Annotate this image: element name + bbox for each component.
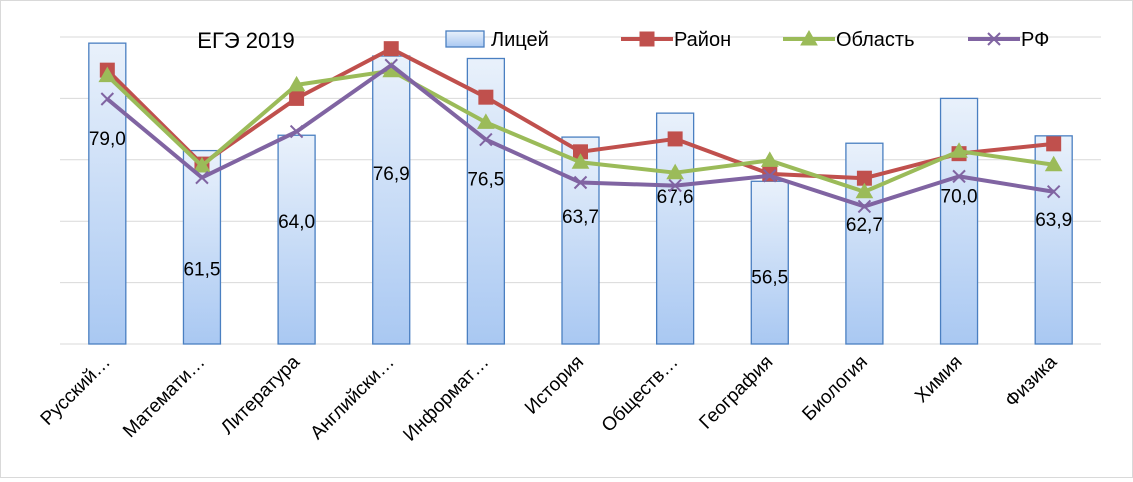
x-tick-label-8: Биология bbox=[798, 352, 871, 425]
series-2-point-0 bbox=[100, 92, 115, 106]
legend-item-0: Лицей bbox=[445, 29, 549, 51]
series-1-point-10 bbox=[1044, 155, 1063, 172]
bar-data-label-10: 63,9 bbox=[1035, 210, 1072, 231]
legend-swatch bbox=[445, 30, 485, 48]
series-1-point-0 bbox=[98, 66, 117, 83]
bar-5 bbox=[561, 136, 600, 345]
x-tick-label-9: Химия bbox=[911, 352, 966, 407]
bar-data-label-9: 70,0 bbox=[941, 186, 978, 207]
legend: Лицей Район Область РФ bbox=[445, 29, 1049, 51]
legend-item-3: РФ bbox=[968, 29, 1049, 51]
series-0-point-4 bbox=[478, 89, 494, 105]
legend-marker bbox=[987, 32, 1001, 46]
legend-label-1: Район bbox=[674, 29, 731, 51]
bar-data-label-0: 79,0 bbox=[89, 129, 126, 150]
series-1-point-7 bbox=[760, 151, 779, 167]
bar-data-label-1: 61,5 bbox=[183, 260, 220, 281]
series-1-point-5 bbox=[571, 153, 590, 169]
legend-marker bbox=[800, 29, 818, 46]
bar-data-label-3: 76,9 bbox=[373, 164, 410, 185]
legend-label-0: Лицей bbox=[491, 29, 549, 51]
bar-data-label-8: 62,7 bbox=[846, 215, 883, 236]
series-2-point-6 bbox=[668, 178, 682, 193]
x-tick-label-2: Литература bbox=[217, 351, 304, 438]
legend-label-3: РФ bbox=[1021, 29, 1049, 51]
series-2-point-4 bbox=[479, 132, 493, 147]
bar-data-label-4: 76,5 bbox=[467, 169, 504, 190]
bar-data-label-5: 63,7 bbox=[562, 207, 599, 228]
series-1-point-8 bbox=[855, 182, 874, 199]
legend-item-1: Район bbox=[621, 29, 731, 51]
x-tick-label-0: Русский… bbox=[37, 352, 115, 430]
series-1-point-1 bbox=[193, 156, 211, 173]
x-tick-label-3: Английски… bbox=[307, 352, 399, 444]
series-1-point-9 bbox=[950, 142, 968, 158]
series-2-point-1 bbox=[195, 170, 209, 185]
series-0-point-10 bbox=[1046, 136, 1062, 152]
series-1-point-6 bbox=[666, 163, 684, 180]
x-axis-labels: Русский… Математи… Литература Английски… Инф… bbox=[37, 351, 1062, 445]
bar-data-label-2: 64,0 bbox=[278, 212, 315, 233]
bar-data-label-6: 67,6 bbox=[657, 187, 694, 208]
bar-1 bbox=[182, 149, 222, 345]
bar-series bbox=[88, 42, 1073, 345]
legend-item-2: Область bbox=[783, 29, 915, 51]
legend-marker bbox=[639, 31, 655, 47]
series-0-point-2 bbox=[289, 90, 305, 106]
bar-data-label-7: 56,5 bbox=[751, 267, 788, 288]
bar-6 bbox=[655, 112, 695, 345]
legend-label-2: Область bbox=[836, 29, 915, 51]
chart-title: ЕГЭ 2019 bbox=[197, 28, 294, 53]
x-tick-label-5: История bbox=[521, 352, 588, 419]
x-tick-label-1: Математи… bbox=[119, 352, 209, 442]
bar-9 bbox=[939, 97, 979, 345]
series-2-point-5 bbox=[573, 175, 588, 190]
series-2-point-10 bbox=[1046, 185, 1061, 199]
bar-0 bbox=[88, 42, 127, 345]
line-series bbox=[98, 41, 1063, 214]
bar-7 bbox=[750, 180, 789, 345]
x-tick-label-10: Физика bbox=[1001, 351, 1061, 411]
series-2-point-2 bbox=[289, 124, 304, 139]
series-0-point-3 bbox=[383, 41, 399, 57]
series-1-point-2 bbox=[287, 75, 306, 92]
bar-data-labels: 79,0 61,5 64,0 76,9 76,5 63,7 67,6 56,5 62,7 70,0… bbox=[89, 129, 1072, 288]
bar-3 bbox=[372, 55, 411, 345]
series-2-point-8 bbox=[857, 199, 872, 214]
series-2-point-3 bbox=[384, 58, 398, 72]
series-2-point-9 bbox=[952, 169, 966, 184]
bar-2 bbox=[277, 134, 316, 345]
x-tick-label-4: Информат… bbox=[399, 352, 493, 446]
series-0-point-6 bbox=[667, 131, 683, 147]
series-2-point-7 bbox=[763, 169, 777, 183]
x-tick-label-7: География bbox=[695, 352, 777, 434]
series-1-point-4 bbox=[477, 113, 495, 129]
x-tick-label-6: Обществ… bbox=[598, 352, 683, 437]
